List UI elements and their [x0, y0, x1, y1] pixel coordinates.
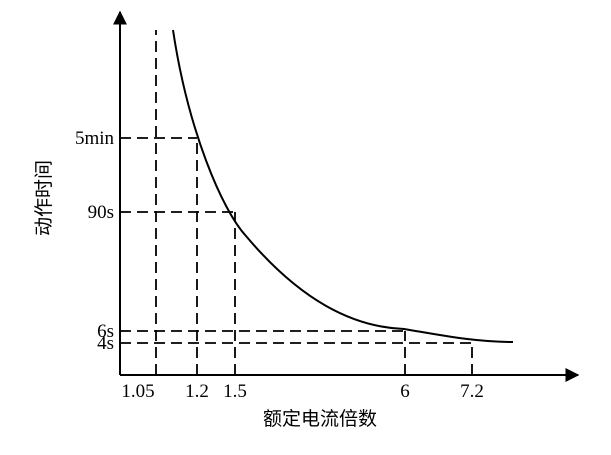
reference-lines [120, 30, 473, 375]
y-tick-label: 4s [97, 333, 114, 354]
y-tick-label: 6s [97, 321, 114, 342]
x-tick-label: 1.2 [185, 381, 209, 402]
y-tick-label: 5min [75, 128, 115, 149]
x-tick-label: 6 [400, 381, 410, 402]
marks [196, 137, 473, 344]
x-tick-label: 7.2 [460, 381, 484, 402]
y-axis-label: 动作时间 [33, 160, 55, 236]
x-tick-label: 1.5 [223, 381, 247, 402]
x-axis-label: 额定电流倍数 [263, 408, 377, 430]
y-tick-label: 90s [88, 202, 114, 223]
trip-curve [172, 29, 514, 343]
x-tick-label: 1.05 [121, 381, 154, 402]
